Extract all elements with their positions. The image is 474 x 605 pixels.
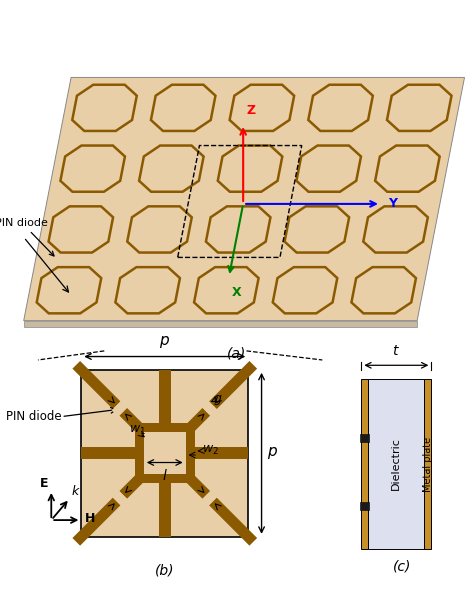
- Polygon shape: [73, 497, 120, 546]
- Polygon shape: [375, 146, 440, 192]
- Polygon shape: [24, 77, 465, 321]
- Polygon shape: [351, 267, 416, 313]
- Text: $l$: $l$: [162, 468, 168, 483]
- Polygon shape: [387, 85, 452, 131]
- Text: k: k: [71, 485, 79, 498]
- Polygon shape: [194, 267, 259, 313]
- Bar: [135, 433, 144, 474]
- Text: $t$: $t$: [392, 344, 400, 359]
- Bar: [159, 370, 171, 423]
- Polygon shape: [139, 146, 204, 192]
- Text: Dielectric: Dielectric: [391, 437, 401, 491]
- Text: Y: Y: [388, 197, 397, 211]
- Text: (c): (c): [393, 559, 411, 573]
- Polygon shape: [115, 267, 180, 313]
- Text: $g$: $g$: [213, 393, 223, 407]
- Polygon shape: [201, 401, 218, 417]
- Polygon shape: [209, 361, 257, 409]
- Polygon shape: [296, 146, 361, 192]
- Text: PIN diode: PIN diode: [6, 410, 61, 423]
- Bar: [361, 379, 368, 549]
- Polygon shape: [218, 146, 283, 192]
- Polygon shape: [60, 146, 125, 192]
- Polygon shape: [185, 408, 210, 433]
- Text: (a): (a): [228, 346, 246, 361]
- Polygon shape: [229, 85, 294, 131]
- Polygon shape: [112, 490, 128, 506]
- Text: $p$: $p$: [266, 445, 278, 462]
- Text: $w_1$: $w_1$: [129, 424, 146, 437]
- Polygon shape: [119, 408, 145, 433]
- Polygon shape: [36, 267, 101, 313]
- Polygon shape: [206, 206, 271, 252]
- Polygon shape: [72, 85, 137, 131]
- Polygon shape: [151, 85, 216, 131]
- Bar: [135, 474, 195, 483]
- Bar: [360, 502, 369, 510]
- Text: PIN diode: PIN diode: [0, 218, 54, 256]
- Polygon shape: [127, 206, 192, 252]
- Text: Metal plate: Metal plate: [423, 436, 433, 492]
- Text: $w_2$: $w_2$: [202, 444, 219, 457]
- Text: $p$: $p$: [159, 334, 170, 350]
- Bar: [82, 370, 248, 537]
- Bar: [424, 379, 431, 549]
- Polygon shape: [284, 206, 349, 252]
- Polygon shape: [273, 267, 337, 313]
- Polygon shape: [119, 474, 145, 499]
- Polygon shape: [201, 490, 218, 506]
- Polygon shape: [48, 206, 113, 252]
- Text: E: E: [40, 477, 49, 489]
- Bar: [159, 483, 171, 537]
- Polygon shape: [112, 401, 128, 417]
- Bar: [82, 448, 135, 459]
- Text: X: X: [231, 286, 241, 299]
- Polygon shape: [73, 361, 120, 409]
- Polygon shape: [185, 474, 210, 499]
- Bar: [368, 379, 424, 549]
- Polygon shape: [209, 497, 257, 546]
- Text: (b): (b): [155, 563, 174, 577]
- Polygon shape: [24, 321, 417, 327]
- Text: Z: Z: [247, 104, 256, 117]
- Bar: [360, 434, 369, 442]
- Bar: [195, 448, 248, 459]
- Bar: [186, 433, 195, 474]
- Bar: [135, 424, 195, 433]
- Polygon shape: [363, 206, 428, 252]
- Polygon shape: [308, 85, 373, 131]
- Text: H: H: [85, 512, 95, 525]
